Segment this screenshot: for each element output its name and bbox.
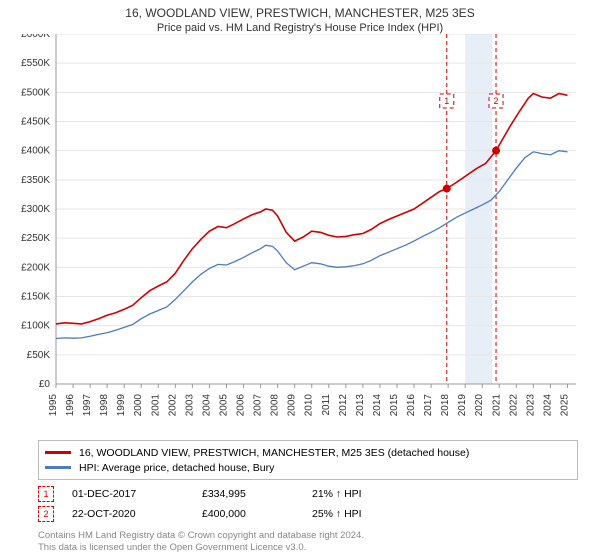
svg-text:1998: 1998 bbox=[99, 394, 110, 417]
svg-text:£100K: £100K bbox=[21, 321, 50, 332]
svg-text:2001: 2001 bbox=[150, 394, 161, 417]
svg-text:2010: 2010 bbox=[304, 394, 315, 417]
sale-date: 22-OCT-2020 bbox=[72, 508, 202, 520]
svg-text:2025: 2025 bbox=[559, 394, 570, 417]
legend-item-property: 16, WOODLAND VIEW, PRESTWICH, MANCHESTER… bbox=[45, 445, 571, 460]
legend-item-hpi: HPI: Average price, detached house, Bury bbox=[45, 460, 571, 475]
svg-text:2018: 2018 bbox=[440, 394, 451, 417]
svg-text:2009: 2009 bbox=[287, 394, 298, 417]
svg-text:2023: 2023 bbox=[525, 394, 536, 417]
svg-text:2006: 2006 bbox=[236, 394, 247, 417]
svg-text:2021: 2021 bbox=[491, 394, 502, 417]
footnote-line-1: Contains HM Land Registry data © Crown c… bbox=[38, 530, 578, 542]
svg-text:1: 1 bbox=[444, 96, 449, 106]
svg-text:£250K: £250K bbox=[21, 233, 50, 244]
sale-pct: 25% ↑ HPI bbox=[312, 508, 402, 520]
svg-text:2000: 2000 bbox=[133, 394, 144, 417]
sales-table: 1 01-DEC-2017 £334,995 21% ↑ HPI 2 22-OC… bbox=[38, 484, 578, 524]
svg-text:1995: 1995 bbox=[48, 394, 59, 417]
footnote: Contains HM Land Registry data © Crown c… bbox=[38, 530, 578, 554]
svg-text:£200K: £200K bbox=[21, 262, 50, 273]
svg-text:2020: 2020 bbox=[474, 394, 485, 417]
svg-text:2: 2 bbox=[494, 96, 499, 106]
legend-label-hpi: HPI: Average price, detached house, Bury bbox=[79, 462, 274, 474]
footnote-line-2: This data is licensed under the Open Gov… bbox=[38, 542, 578, 554]
svg-text:£350K: £350K bbox=[21, 175, 50, 186]
sales-row: 1 01-DEC-2017 £334,995 21% ↑ HPI bbox=[38, 484, 578, 504]
chart-title: 16, WOODLAND VIEW, PRESTWICH, MANCHESTER… bbox=[0, 0, 600, 20]
sale-date: 01-DEC-2017 bbox=[72, 488, 202, 500]
legend: 16, WOODLAND VIEW, PRESTWICH, MANCHESTER… bbox=[38, 440, 578, 480]
legend-swatch-hpi bbox=[45, 466, 71, 469]
sale-marker-icon: 2 bbox=[38, 506, 54, 522]
svg-text:2014: 2014 bbox=[372, 394, 383, 417]
svg-text:2015: 2015 bbox=[389, 394, 400, 417]
sale-price: £400,000 bbox=[202, 508, 312, 520]
svg-text:£500K: £500K bbox=[21, 87, 50, 98]
svg-text:2012: 2012 bbox=[338, 394, 349, 417]
svg-text:2017: 2017 bbox=[423, 394, 434, 417]
svg-text:2024: 2024 bbox=[542, 394, 553, 417]
svg-text:£600K: £600K bbox=[21, 34, 50, 40]
svg-text:2022: 2022 bbox=[508, 394, 519, 417]
svg-text:1999: 1999 bbox=[116, 394, 127, 417]
svg-text:1996: 1996 bbox=[65, 394, 76, 417]
svg-text:2016: 2016 bbox=[406, 394, 417, 417]
svg-text:2007: 2007 bbox=[253, 394, 264, 417]
legend-label-property: 16, WOODLAND VIEW, PRESTWICH, MANCHESTER… bbox=[79, 447, 469, 459]
sale-marker-icon: 1 bbox=[38, 486, 54, 502]
sale-price: £334,995 bbox=[202, 488, 312, 500]
svg-text:2013: 2013 bbox=[355, 394, 366, 417]
svg-text:£550K: £550K bbox=[21, 58, 50, 69]
svg-text:£150K: £150K bbox=[21, 292, 50, 303]
svg-text:2002: 2002 bbox=[167, 394, 178, 417]
chart-container: 16, WOODLAND VIEW, PRESTWICH, MANCHESTER… bbox=[0, 0, 600, 560]
svg-text:2019: 2019 bbox=[457, 394, 468, 417]
legend-swatch-property bbox=[45, 451, 71, 454]
svg-text:2004: 2004 bbox=[201, 394, 212, 417]
price-chart: £0 £50K £100K £150K £200K £250K £300K £350K £400… bbox=[0, 34, 600, 434]
svg-text:£0: £0 bbox=[39, 379, 51, 390]
svg-text:2003: 2003 bbox=[184, 394, 195, 417]
svg-text:£400K: £400K bbox=[21, 146, 50, 157]
svg-text:2011: 2011 bbox=[321, 394, 332, 416]
svg-text:1997: 1997 bbox=[82, 394, 93, 417]
sale-pct: 21% ↑ HPI bbox=[312, 488, 402, 500]
svg-text:£50K: £50K bbox=[27, 350, 51, 361]
svg-text:£300K: £300K bbox=[21, 204, 50, 215]
svg-text:2005: 2005 bbox=[218, 394, 229, 417]
svg-text:£450K: £450K bbox=[21, 117, 50, 128]
chart-subtitle: Price paid vs. HM Land Registry's House … bbox=[0, 20, 600, 34]
svg-text:2008: 2008 bbox=[270, 394, 281, 417]
sales-row: 2 22-OCT-2020 £400,000 25% ↑ HPI bbox=[38, 504, 578, 524]
